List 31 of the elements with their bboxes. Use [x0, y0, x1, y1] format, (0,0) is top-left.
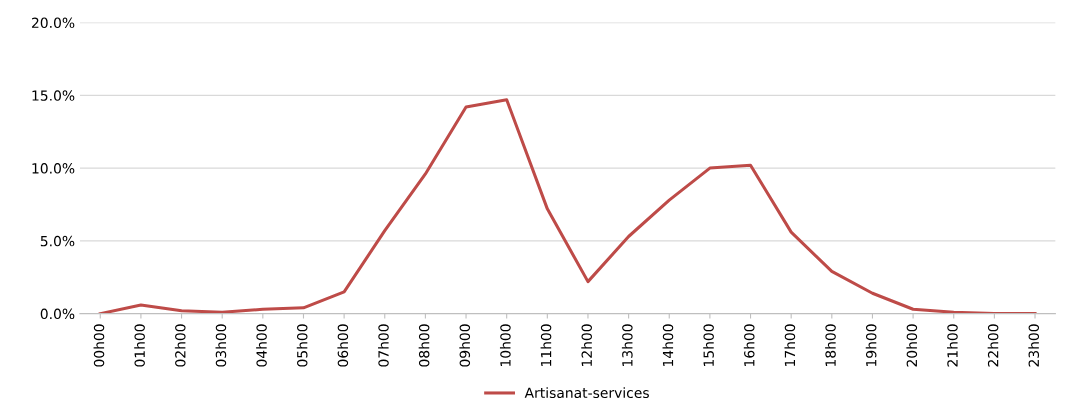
legend-label: Artisanat-services	[524, 387, 649, 399]
x-tick-label: 08h00	[418, 324, 430, 367]
line-series	[98, 98, 1037, 314]
x-tick-label: 16h00	[743, 324, 755, 366]
x-tick-label: 19h00	[865, 324, 877, 366]
y-tick-label: 20.0%	[31, 17, 75, 29]
y-tick-label: 15.0%	[32, 90, 75, 101]
x-tick-label: 12h00	[581, 324, 592, 366]
x-tick-label: 21h00	[947, 324, 958, 367]
y-tick-label: 10.0%	[32, 163, 75, 174]
x-tick-label: 06h00	[337, 324, 349, 367]
x-tick-label: 22h00	[987, 324, 999, 367]
x-tick-label: 05h00	[296, 324, 308, 367]
x-tick-label: 10h00	[499, 324, 511, 366]
x-tick-label: 20h00	[906, 324, 918, 367]
x-tick-label: 04h00	[256, 324, 267, 367]
x-tick-label: 18h00	[825, 324, 836, 366]
x-tick-label: 11h00	[540, 324, 552, 366]
x-tick-label: 07h00	[378, 324, 389, 367]
x-tick-label: 01h00	[134, 324, 145, 367]
x-tick-label: 15h00	[703, 324, 714, 366]
x-tick-label: 14h00	[662, 324, 674, 366]
x-tick-label: 09h00	[459, 324, 471, 367]
x-tick-label: 13h00	[621, 324, 633, 366]
x-tick-label: 23h00	[1028, 324, 1040, 367]
y-tick-label: 5.0%	[40, 235, 75, 247]
x-tick-label: 03h00	[215, 324, 227, 367]
y-tick-label: 0.0%	[40, 308, 75, 320]
x-tick-label: 17h00	[784, 324, 796, 366]
x-tick-label: 02h00	[174, 324, 186, 367]
x-tick-label: 00h00	[93, 324, 105, 367]
